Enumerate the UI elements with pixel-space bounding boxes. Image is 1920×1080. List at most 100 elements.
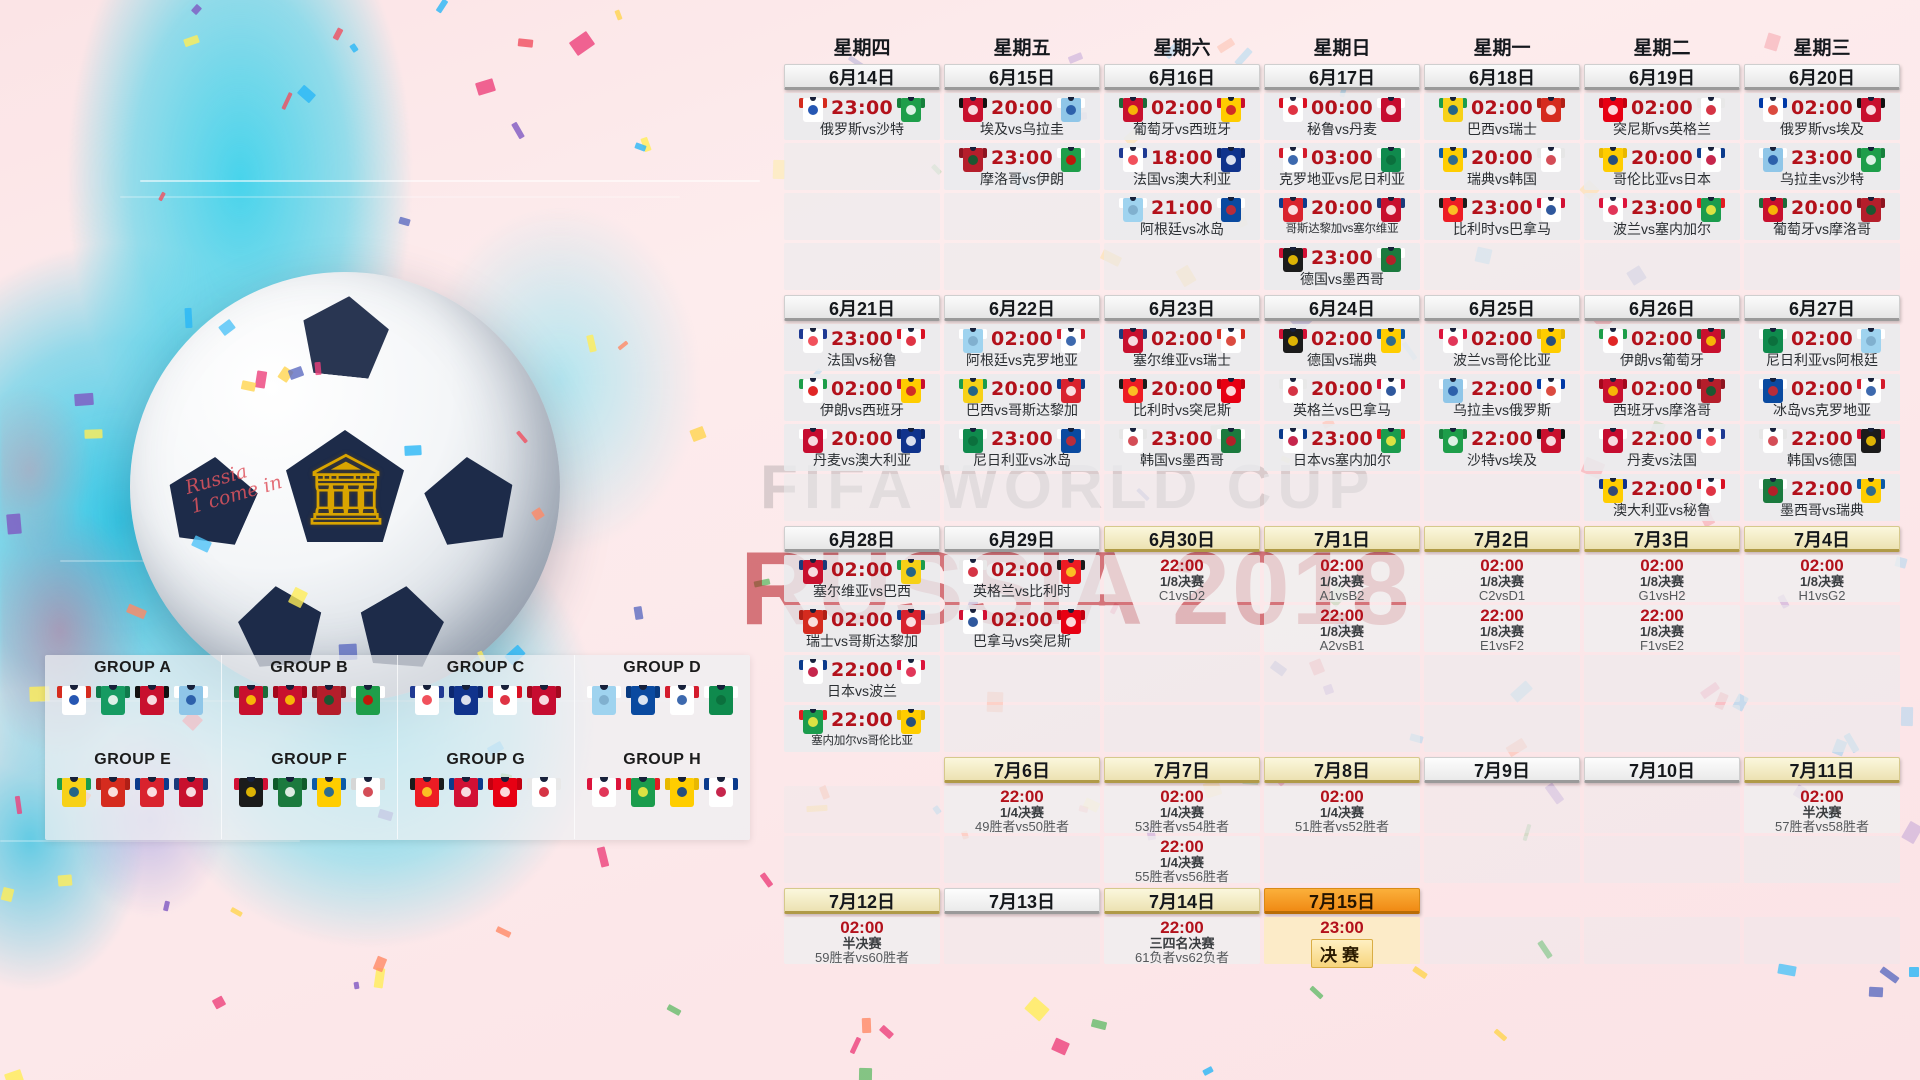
group-card-h[interactable]: GROUP H [573, 747, 751, 839]
knockout-match-cell[interactable]: 22:00 1/8决赛 E1vsF2 [1424, 605, 1580, 653]
match-cell[interactable]: 23:00 摩洛哥vs伊朗 [944, 143, 1100, 190]
match-cell[interactable]: 02:00 英格兰vs比利时 [944, 555, 1100, 602]
date-label[interactable]: 7月11日 [1744, 757, 1900, 783]
match-cell[interactable]: 02:00 冰岛vs克罗地亚 [1744, 374, 1900, 421]
match-cell[interactable]: 02:00 巴西vs瑞士 [1424, 93, 1580, 140]
match-cell[interactable]: 22:00 韩国vs德国 [1744, 424, 1900, 471]
date-label[interactable]: 7月13日 [944, 888, 1100, 914]
date-label[interactable]: 7月2日 [1424, 526, 1580, 552]
match-cell[interactable]: 20:00 丹麦vs澳大利亚 [784, 424, 940, 471]
date-label[interactable]: 6月20日 [1744, 64, 1900, 90]
knockout-match-cell[interactable]: 02:00 1/4决赛 53胜者vs54胜者 [1104, 786, 1260, 834]
match-cell[interactable]: 02:00 俄罗斯vs埃及 [1744, 93, 1900, 140]
knockout-match-cell[interactable]: 22:00 1/4决赛 55胜者vs56胜者 [1104, 836, 1260, 884]
group-card-c[interactable]: GROUP C [397, 655, 574, 747]
match-cell[interactable]: 20:00 埃及vs乌拉圭 [944, 93, 1100, 140]
date-label[interactable]: 6月26日 [1584, 295, 1740, 321]
match-cell[interactable]: 20:00 比利时vs突尼斯 [1104, 374, 1260, 421]
date-label[interactable]: 7月6日 [944, 757, 1100, 783]
match-cell[interactable]: 23:00 俄罗斯vs沙特 [784, 93, 940, 140]
group-card-g[interactable]: GROUP G [397, 747, 574, 839]
date-label[interactable]: 6月30日 [1104, 526, 1260, 552]
knockout-match-cell[interactable]: 02:00 1/8决赛 G1vsH2 [1584, 555, 1740, 603]
match-cell[interactable]: 02:00 塞尔维亚vs瑞士 [1104, 324, 1260, 371]
match-cell[interactable]: 02:00 德国vs瑞典 [1264, 324, 1420, 371]
match-cell[interactable]: 23:00 日本vs塞内加尔 [1264, 424, 1420, 471]
match-cell[interactable]: 20:00 哥伦比亚vs日本 [1584, 143, 1740, 190]
match-cell[interactable]: 21:00 阿根廷vs冰岛 [1104, 193, 1260, 240]
date-label[interactable]: 6月18日 [1424, 64, 1580, 90]
match-cell[interactable]: 22:00 乌拉圭vs俄罗斯 [1424, 374, 1580, 421]
knockout-match-cell[interactable]: 23:00 决赛 [1264, 917, 1420, 968]
knockout-match-cell[interactable]: 02:00 半决赛 57胜者vs58胜者 [1744, 786, 1900, 834]
knockout-match-cell[interactable]: 22:00 1/8决赛 F1vsE2 [1584, 605, 1740, 653]
match-cell[interactable]: 00:00 秘鲁vs丹麦 [1264, 93, 1420, 140]
group-card-e[interactable]: GROUP E [45, 747, 221, 839]
date-label[interactable]: 6月19日 [1584, 64, 1740, 90]
date-label[interactable]: 6月23日 [1104, 295, 1260, 321]
match-cell[interactable]: 02:00 尼日利亚vs阿根廷 [1744, 324, 1900, 371]
match-cell[interactable]: 23:00 法国vs秘鲁 [784, 324, 940, 371]
date-label[interactable]: 7月10日 [1584, 757, 1740, 783]
match-cell[interactable]: 20:00 巴西vs哥斯达黎加 [944, 374, 1100, 421]
match-cell[interactable]: 02:00 葡萄牙vs西班牙 [1104, 93, 1260, 140]
match-cell[interactable]: 22:00 澳大利亚vs秘鲁 [1584, 474, 1740, 521]
match-cell[interactable]: 20:00 葡萄牙vs摩洛哥 [1744, 193, 1900, 240]
date-label[interactable]: 7月1日 [1264, 526, 1420, 552]
knockout-match-cell[interactable]: 22:00 三四名决赛 61负者vs62负者 [1104, 917, 1260, 965]
date-label[interactable]: 6月16日 [1104, 64, 1260, 90]
match-cell[interactable]: 18:00 法国vs澳大利亚 [1104, 143, 1260, 190]
match-cell[interactable]: 02:00 伊朗vs西班牙 [784, 374, 940, 421]
date-label[interactable]: 7月7日 [1104, 757, 1260, 783]
date-label[interactable]: 7月4日 [1744, 526, 1900, 552]
match-cell[interactable]: 02:00 瑞士vs哥斯达黎加 [784, 605, 940, 652]
date-label[interactable]: 7月8日 [1264, 757, 1420, 783]
date-label[interactable]: 7月14日 [1104, 888, 1260, 914]
match-cell[interactable]: 02:00 阿根廷vs克罗地亚 [944, 324, 1100, 371]
match-cell[interactable]: 03:00 克罗地亚vs尼日利亚 [1264, 143, 1420, 190]
group-card-a[interactable]: GROUP A [45, 655, 221, 747]
date-label[interactable]: 6月29日 [944, 526, 1100, 552]
knockout-match-cell[interactable]: 02:00 半决赛 59胜者vs60胜者 [784, 917, 940, 965]
match-cell[interactable]: 22:00 沙特vs埃及 [1424, 424, 1580, 471]
match-cell[interactable]: 02:00 突尼斯vs英格兰 [1584, 93, 1740, 140]
date-label[interactable]: 6月24日 [1264, 295, 1420, 321]
date-label[interactable]: 7月15日 [1264, 888, 1420, 914]
date-label[interactable]: 6月27日 [1744, 295, 1900, 321]
date-label[interactable]: 6月21日 [784, 295, 940, 321]
knockout-match-cell[interactable]: 22:00 1/8决赛 A2vsB1 [1264, 605, 1420, 653]
match-cell[interactable]: 20:00 瑞典vs韩国 [1424, 143, 1580, 190]
match-cell[interactable]: 20:00 哥斯达黎加vs塞尔维亚 [1264, 193, 1420, 240]
knockout-match-cell[interactable]: 02:00 1/4决赛 51胜者vs52胜者 [1264, 786, 1420, 834]
match-cell[interactable]: 23:00 尼日利亚vs冰岛 [944, 424, 1100, 471]
match-cell[interactable]: 23:00 波兰vs塞内加尔 [1584, 193, 1740, 240]
match-cell[interactable]: 02:00 伊朗vs葡萄牙 [1584, 324, 1740, 371]
date-label[interactable]: 6月17日 [1264, 64, 1420, 90]
knockout-match-cell[interactable]: 02:00 1/8决赛 H1vsG2 [1744, 555, 1900, 603]
knockout-match-cell[interactable]: 02:00 1/8决赛 A1vsB2 [1264, 555, 1420, 603]
date-label[interactable]: 6月22日 [944, 295, 1100, 321]
date-label[interactable]: 7月9日 [1424, 757, 1580, 783]
match-cell[interactable]: 22:00 丹麦vs法国 [1584, 424, 1740, 471]
match-cell[interactable]: 02:00 塞尔维亚vs巴西 [784, 555, 940, 602]
knockout-match-cell[interactable]: 22:00 1/4决赛 49胜者vs50胜者 [944, 786, 1100, 834]
match-cell[interactable]: 22:00 塞内加尔vs哥伦比亚 [784, 705, 940, 752]
date-label[interactable]: 6月28日 [784, 526, 940, 552]
match-cell[interactable]: 02:00 西班牙vs摩洛哥 [1584, 374, 1740, 421]
match-cell[interactable]: 02:00 波兰vs哥伦比亚 [1424, 324, 1580, 371]
group-card-b[interactable]: GROUP B [220, 655, 398, 747]
match-cell[interactable]: 23:00 比利时vs巴拿马 [1424, 193, 1580, 240]
date-label[interactable]: 7月3日 [1584, 526, 1740, 552]
group-card-d[interactable]: GROUP D [573, 655, 751, 747]
match-cell[interactable]: 23:00 韩国vs墨西哥 [1104, 424, 1260, 471]
match-cell[interactable]: 22:00 墨西哥vs瑞典 [1744, 474, 1900, 521]
date-label[interactable]: 6月14日 [784, 64, 940, 90]
date-label[interactable]: 6月25日 [1424, 295, 1580, 321]
knockout-match-cell[interactable]: 22:00 1/8决赛 C1vsD2 [1104, 555, 1260, 603]
match-cell[interactable]: 23:00 乌拉圭vs沙特 [1744, 143, 1900, 190]
date-label[interactable]: 6月15日 [944, 64, 1100, 90]
knockout-match-cell[interactable]: 02:00 1/8决赛 C2vsD1 [1424, 555, 1580, 603]
date-label[interactable]: 7月12日 [784, 888, 940, 914]
match-cell[interactable]: 23:00 德国vs墨西哥 [1264, 243, 1420, 290]
match-cell[interactable]: 02:00 巴拿马vs突尼斯 [944, 605, 1100, 652]
